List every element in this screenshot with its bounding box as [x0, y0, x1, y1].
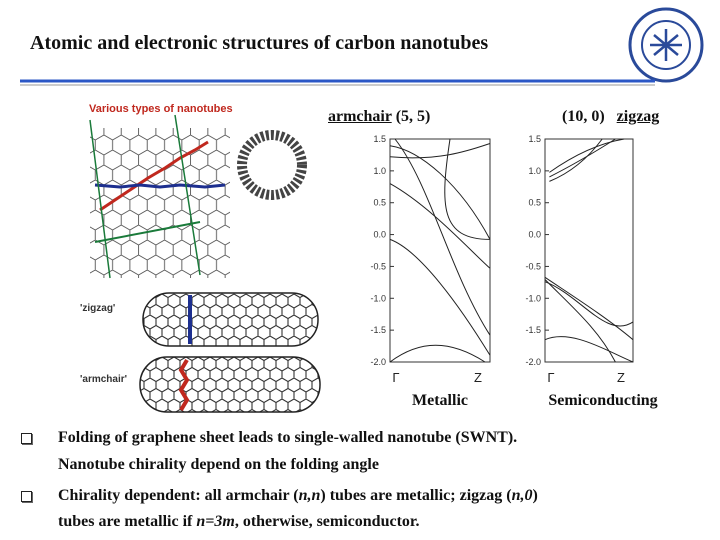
y-tick-label: -1.5 [370, 325, 386, 335]
text: Nanotube chirality depend on the folding… [58, 456, 379, 473]
band-curve [544, 336, 634, 363]
x-label: Z [474, 370, 482, 385]
y-tick-label: 0.0 [528, 230, 541, 240]
band-curve [444, 138, 491, 240]
x-label: Z [617, 370, 625, 385]
y-tick-label: -1.0 [525, 293, 541, 303]
text: Chirality dependent: all armchair ( [58, 487, 299, 504]
bullet-marker [21, 433, 32, 444]
plot-heading-index: (10, 0) [562, 108, 605, 125]
text: Folding of graphene sheet leads to singl… [58, 429, 518, 446]
plot-heading-index: (5, 5) [395, 108, 431, 125]
y-tick-label: -0.5 [525, 261, 541, 271]
nanotube-figure: Various types of nanotubes 'zigzag' 'arm… [80, 97, 325, 417]
plot-frame [389, 138, 491, 363]
bullet-marker [21, 491, 32, 502]
y-tick-label: 1.5 [528, 134, 541, 144]
y-tick-label: -1.0 [370, 293, 386, 303]
y-tick-label: 0.5 [528, 198, 541, 208]
bullet-line: tubes are metallic if n=3m, otherwise, s… [58, 513, 420, 531]
slide-title: Atomic and electronic structures of carb… [30, 32, 489, 54]
armchair-label: 'armchair' [80, 374, 127, 385]
band-curve [389, 183, 491, 269]
bullet-line: Nanotube chirality depend on the folding… [58, 456, 379, 474]
plot-caption: Semiconducting [548, 392, 658, 409]
band-curve [389, 238, 491, 356]
plot-frame [544, 138, 634, 363]
x-label: Γ [547, 370, 554, 385]
band-curve [549, 138, 625, 173]
band-curve [549, 138, 603, 182]
plot-heading: armchair (5, 5) [328, 108, 430, 126]
plot-caption: Metallic [412, 392, 468, 409]
y-tick-label: 1.5 [373, 134, 386, 144]
y-tick-label: -0.5 [370, 261, 386, 271]
text: ) [532, 487, 538, 504]
figure-caption: Various types of nanotubes [89, 103, 233, 115]
text: , otherwise, semiconductor. [234, 513, 420, 530]
text: n=3m [196, 513, 235, 530]
zigzag-label: 'zigzag' [80, 303, 115, 314]
y-tick-label: 0.0 [373, 230, 386, 240]
university-logo [628, 7, 704, 83]
text: n,0 [511, 487, 533, 504]
text: n,n [298, 487, 321, 504]
bullet-line: Chirality dependent: all armchair (n,n) … [58, 487, 538, 505]
band-curve [389, 143, 491, 159]
text: tubes are metallic if [58, 513, 197, 530]
y-tick-label: 1.0 [528, 166, 541, 176]
plot-heading: (10, 0) zigzag [562, 108, 659, 126]
bullet-line: Folding of graphene sheet leads to singl… [58, 429, 517, 447]
band-curve [389, 344, 486, 363]
y-tick-label: 1.0 [373, 166, 386, 176]
band-curve [544, 281, 634, 327]
band-curve [394, 138, 491, 336]
band-curve [549, 138, 616, 178]
band-curve [544, 276, 634, 341]
y-tick-label: 0.5 [373, 198, 386, 208]
y-tick-label: -1.5 [525, 325, 541, 335]
plot-heading-type: armchair [328, 108, 392, 125]
x-label: Γ [392, 370, 399, 385]
plot-heading-type: zigzag [616, 108, 660, 125]
band-curve [389, 145, 491, 240]
y-tick-label: -2.0 [370, 357, 386, 367]
y-tick-label: -2.0 [525, 357, 541, 367]
text: ) tubes are metallic; zigzag ( [320, 487, 512, 504]
